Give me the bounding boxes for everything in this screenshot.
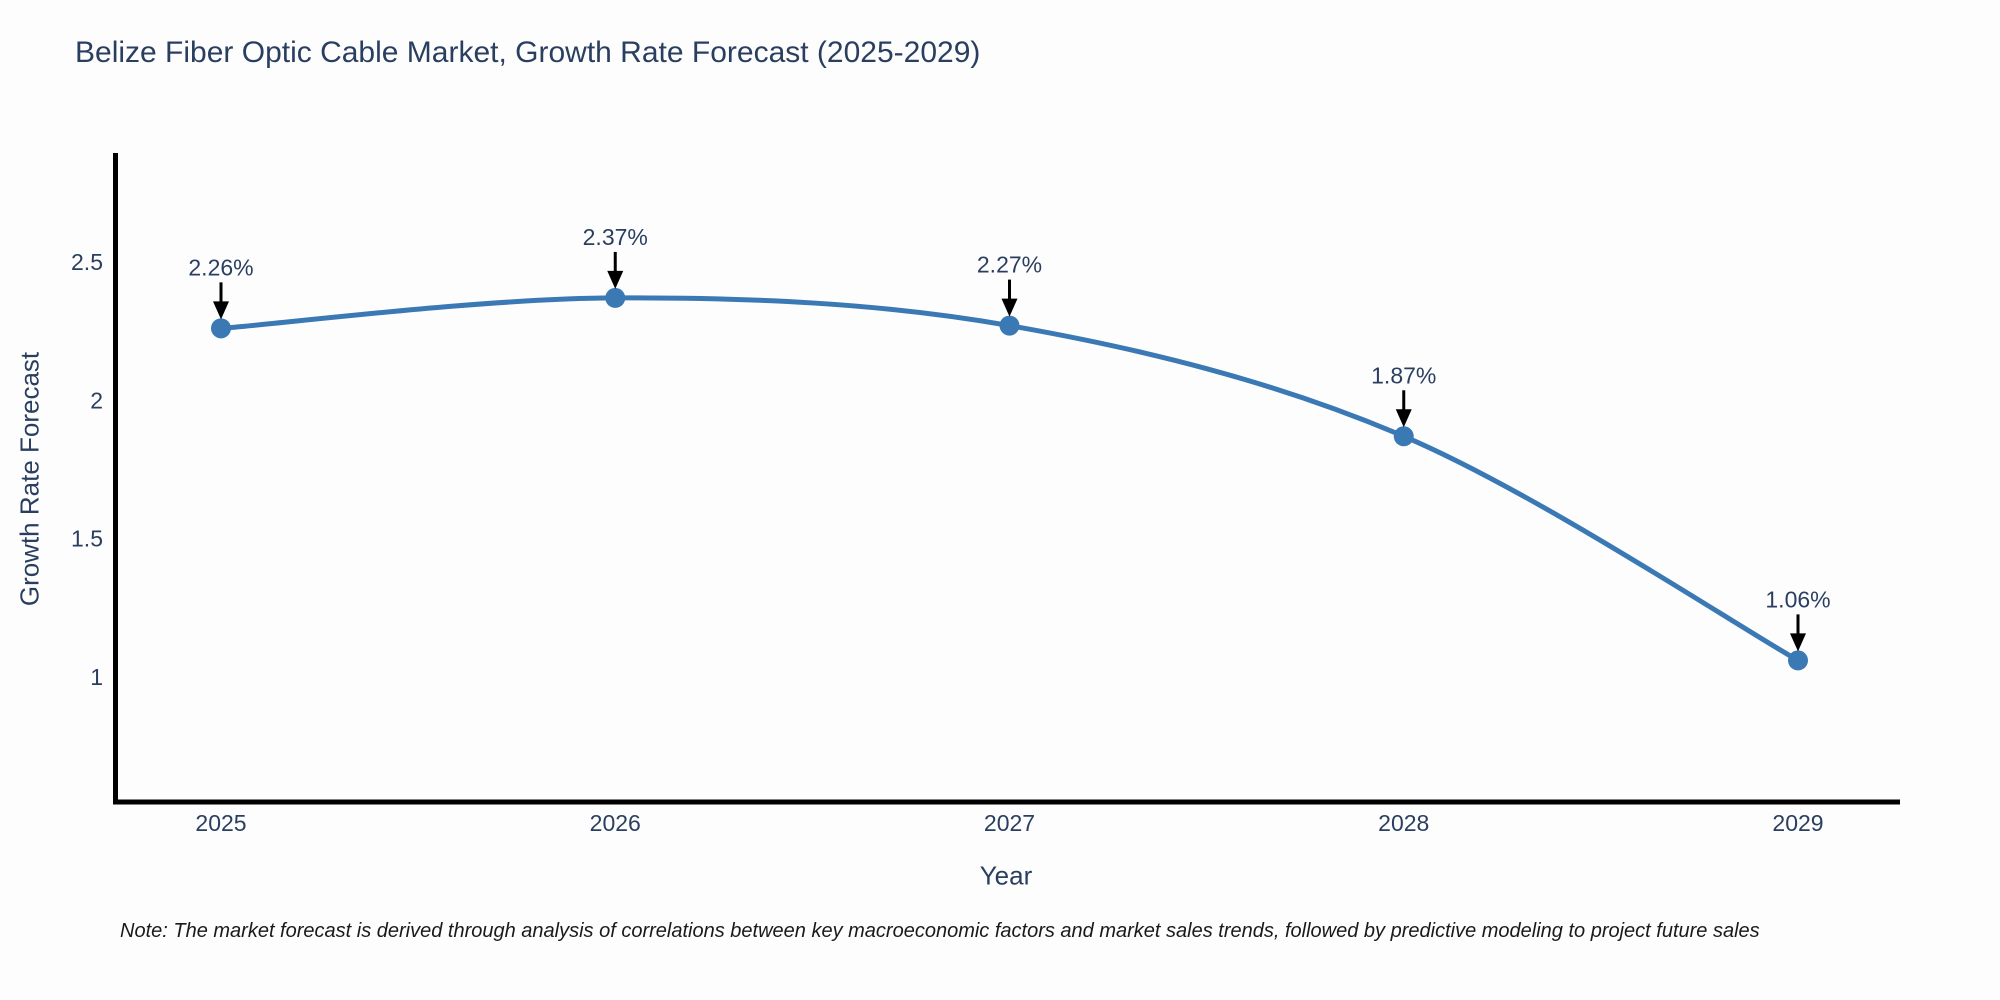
annotation-arrowhead-icon (1001, 298, 1018, 317)
y-tick-label: 2.5 (71, 249, 103, 275)
x-tick-label: 2025 (195, 810, 246, 836)
series-line (220, 295, 1800, 663)
annotation-arrowhead-icon (607, 270, 624, 289)
data-point-label: 1.87% (1371, 362, 1436, 388)
data-point (211, 318, 231, 339)
x-axis-title: Year (979, 860, 1033, 891)
y-tick-label: 2 (90, 387, 103, 413)
data-point-label: 2.26% (188, 254, 253, 280)
data-point (1393, 426, 1414, 447)
footnote: Note: The market forecast is derived thr… (120, 920, 1760, 942)
x-tick-label: 2027 (984, 810, 1035, 836)
y-tick-label: 1.5 (71, 526, 103, 552)
data-point-label: 2.37% (583, 224, 648, 250)
data-point-label: 2.27% (977, 252, 1042, 278)
x-tick-label: 2028 (1378, 810, 1429, 836)
data-point (999, 315, 1020, 336)
x-tick-label: 2026 (590, 810, 641, 836)
annotation-arrowhead-icon (1395, 409, 1412, 428)
x-tick-label: 2029 (1772, 810, 1823, 836)
data-point (1788, 650, 1808, 671)
data-point (605, 287, 626, 308)
data-point-label: 1.06% (1765, 586, 1830, 612)
chart-title: Belize Fiber Optic Cable Market, Growth … (75, 36, 981, 69)
annotation-arrowhead-icon (213, 301, 229, 320)
annotation-arrowhead-icon (1790, 633, 1806, 652)
y-tick-label: 1 (90, 664, 103, 690)
